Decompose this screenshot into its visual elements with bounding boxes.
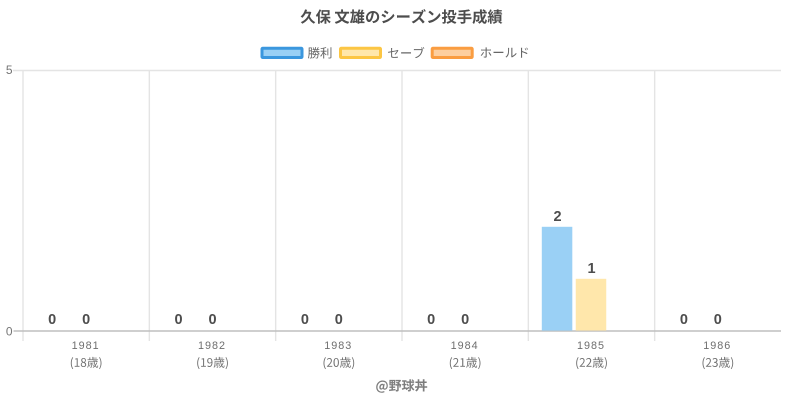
svg-text:0: 0 — [680, 312, 688, 328]
svg-text:1982: 1982 — [198, 340, 226, 352]
svg-text:1: 1 — [587, 261, 595, 277]
svg-text:0: 0 — [208, 312, 216, 328]
svg-text:0: 0 — [461, 312, 469, 328]
svg-text:0: 0 — [427, 312, 435, 328]
svg-text:0: 0 — [175, 312, 183, 328]
svg-text:0: 0 — [48, 312, 56, 328]
svg-text:0: 0 — [82, 312, 90, 328]
svg-text:1983: 1983 — [324, 340, 352, 352]
svg-text:2: 2 — [553, 209, 561, 225]
svg-text:0: 0 — [6, 324, 13, 338]
svg-text:1985: 1985 — [577, 340, 605, 352]
svg-text:1986: 1986 — [703, 340, 731, 352]
svg-text:0: 0 — [335, 312, 343, 328]
svg-text:1981: 1981 — [72, 340, 100, 352]
svg-text:0: 0 — [714, 312, 722, 328]
svg-text:0: 0 — [301, 312, 309, 328]
svg-text:1984: 1984 — [451, 340, 479, 352]
svg-text:5: 5 — [6, 63, 13, 77]
